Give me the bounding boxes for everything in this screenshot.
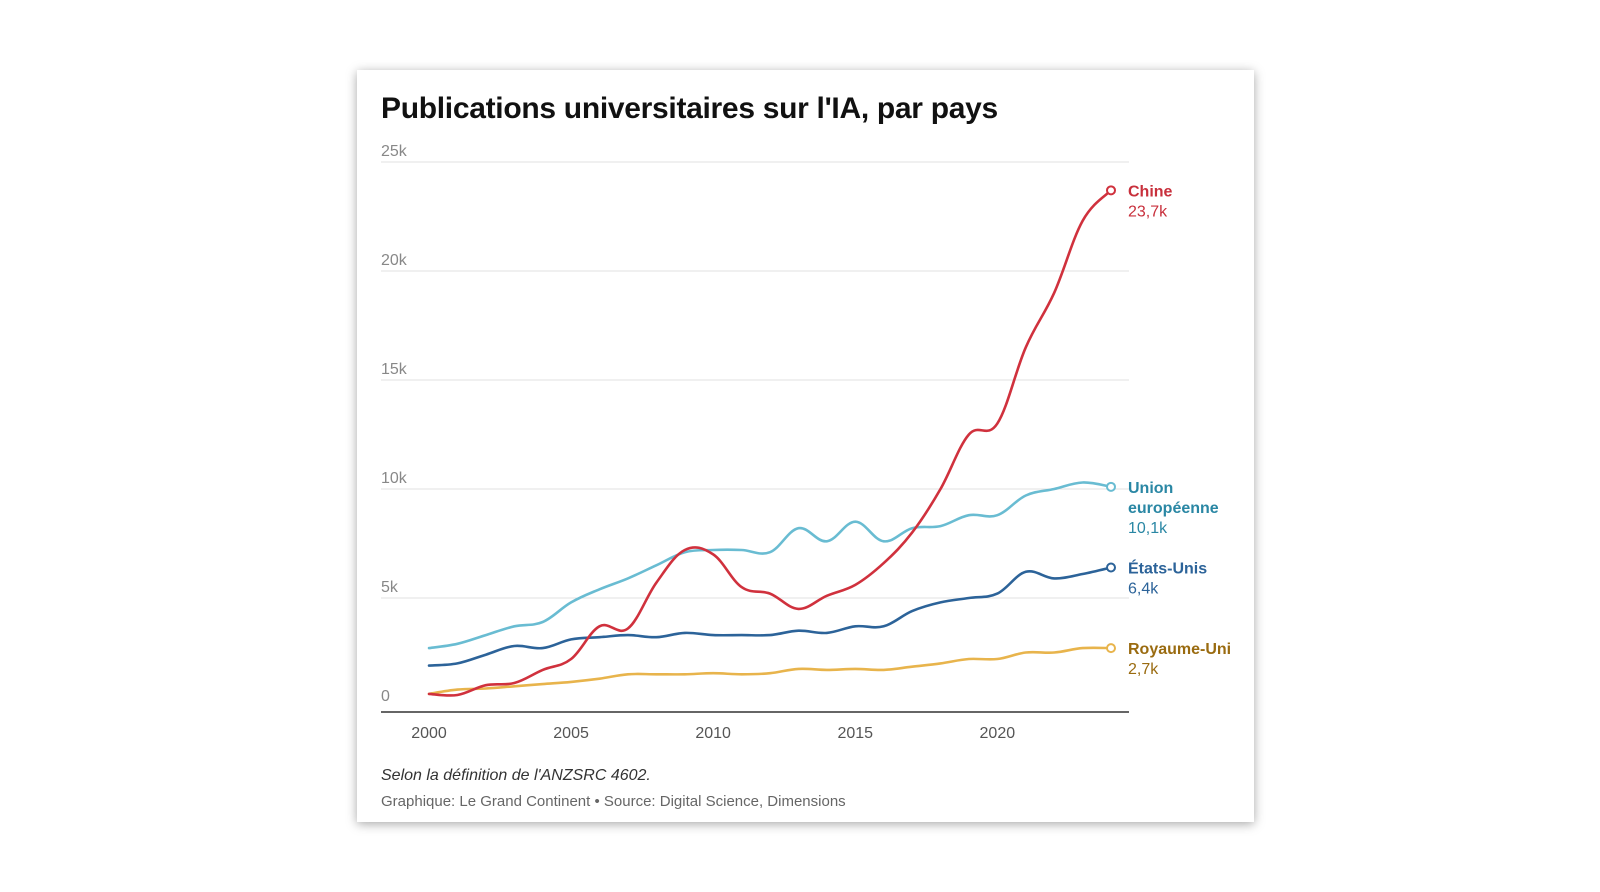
y-axis: 0 5k 10k 15k 20k 25k [381,143,408,705]
series-line-2 [427,566,1113,667]
series-line-3 [427,646,1113,696]
chart-card: Publications universitaires sur l'IA, pa… [357,70,1254,822]
x-tick-label: 2015 [837,725,873,742]
series-line-1 [427,481,1113,650]
series-end-marker [1106,185,1116,196]
series-lines [427,185,1116,697]
series-label-name: Union [1128,480,1173,497]
chart-title: Publications universitaires sur l'IA, pa… [381,92,998,125]
line-chart: 0 5k 10k 15k 20k 25k 2000 2005 2010 2015 2020 Chi… [381,143,1231,742]
series-label-value: 23,7k [1128,203,1168,220]
series-end-marker [1106,562,1116,573]
series-label-name: Royaume-Uni [1128,641,1231,658]
series-labels: Chine 23,7k Union européenne 10,1k États-Unis… [1128,183,1231,678]
y-tick-label: 0 [381,688,390,705]
series-label-name: européenne [1128,500,1219,517]
y-tick-label: 5k [381,579,399,596]
series-label-name: Chine [1128,183,1173,200]
series-line-0 [427,189,1113,697]
series-label-value: 10,1k [1128,520,1168,537]
y-tick-label: 25k [381,143,408,160]
x-tick-label: 2000 [411,725,447,742]
chart-credits: Graphique: Le Grand Continent • Source: … [381,793,846,810]
gridlines [381,161,1129,599]
x-tick-label: 2010 [695,725,731,742]
y-tick-label: 15k [381,361,408,378]
x-tick-label: 2005 [553,725,589,742]
y-tick-label: 20k [381,252,408,269]
series-label-name: États-Unis [1128,558,1207,577]
series-end-marker [1106,481,1116,492]
x-axis: 2000 2005 2010 2015 2020 [381,711,1129,742]
series-label-value: 6,4k [1128,580,1159,597]
chart-note: Selon la définition de l'ANZSRC 4602. [381,767,651,784]
x-tick-label: 2020 [980,725,1016,742]
series-label-value: 2,7k [1128,661,1159,678]
y-tick-label: 10k [381,470,408,487]
series-end-marker [1106,643,1116,654]
